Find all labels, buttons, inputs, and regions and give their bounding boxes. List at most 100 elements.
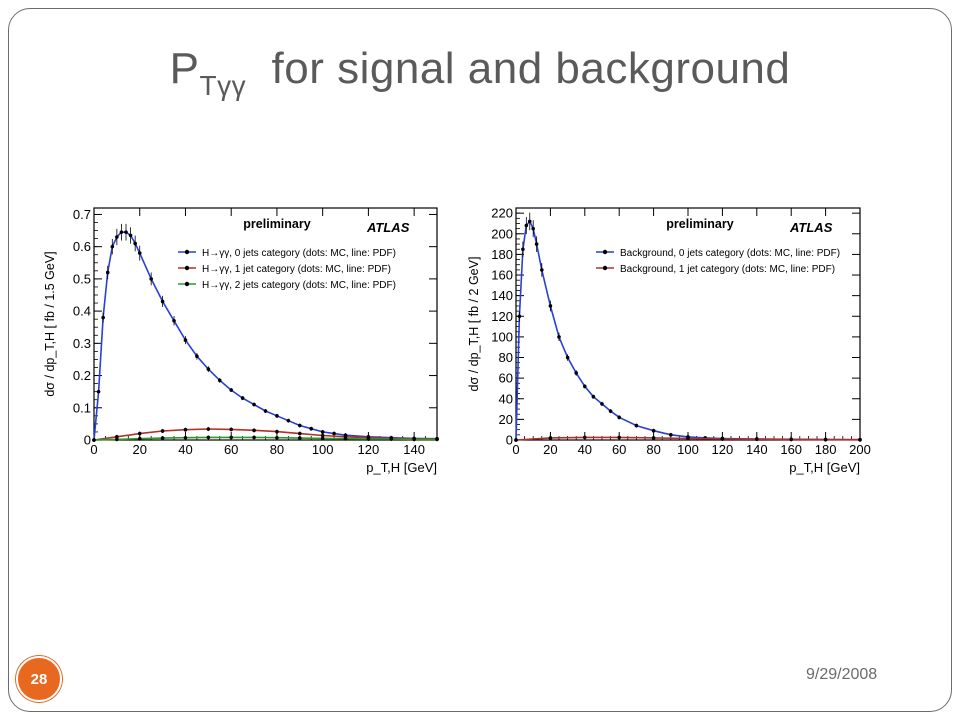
- x-axis-label: p_T,H [GeV]: [789, 460, 860, 475]
- data-point: [160, 429, 165, 433]
- data-point: [137, 436, 142, 441]
- y-tick-label: 0: [84, 433, 91, 448]
- data-point: [634, 423, 639, 428]
- data-point: [332, 431, 336, 436]
- legend-entry-1: Background, 0 jets category (dots: MC, l…: [620, 248, 840, 259]
- y-tick-label: 0.4: [73, 304, 91, 319]
- data-point: [583, 435, 587, 440]
- data-point: [229, 435, 233, 440]
- legend-marker: [602, 249, 608, 255]
- data-point: [298, 431, 302, 436]
- legend-entry-1: H→γγ, 0 jets category (dots: MC, line: P…: [202, 248, 396, 259]
- legend-entry-2: H→γγ, 1 jet category (dots: MC, line: PD…: [202, 264, 391, 275]
- data-point: [137, 251, 142, 255]
- title-subscript: Tγγ: [199, 70, 247, 101]
- data-point: [412, 437, 416, 442]
- data-point: [252, 428, 256, 433]
- y-tick-label: 220: [491, 206, 513, 221]
- data-point: [128, 233, 133, 238]
- data-point: [686, 436, 690, 441]
- y-tick-label: 40: [499, 391, 513, 406]
- x-tick-label: 80: [646, 442, 660, 457]
- series-line-2: [93, 428, 438, 441]
- data-point: [531, 226, 535, 231]
- x-tick-label: 200: [849, 442, 871, 457]
- data-point: [534, 242, 539, 246]
- data-point: [517, 314, 522, 319]
- data-point: [133, 241, 137, 246]
- x-tick-label: 20: [543, 442, 557, 457]
- x-tick-label: 100: [312, 442, 334, 457]
- x-tick-label: 80: [270, 442, 284, 457]
- data-point: [389, 437, 394, 441]
- data-point: [229, 388, 233, 392]
- data-point: [195, 354, 199, 359]
- y-tick-label: 80: [499, 350, 513, 365]
- data-point: [206, 367, 211, 371]
- x-axis-label: p_T,H [GeV]: [366, 460, 437, 475]
- plot-frame: [515, 207, 861, 441]
- data-point: [514, 438, 518, 442]
- y-tick-label: 0.1: [73, 400, 91, 415]
- atlas-logo: ATLAS: [789, 220, 833, 235]
- data-point: [115, 437, 119, 442]
- data-point: [275, 435, 279, 440]
- data-point: [608, 409, 613, 413]
- y-tick-label: 120: [491, 309, 513, 324]
- data-point: [720, 437, 725, 441]
- background-plot: 0 20 40 60 80 100 120 140 160 180 200 0 20 40 60 80 100 1…: [467, 206, 871, 475]
- data-point: [149, 277, 153, 281]
- data-point: [105, 270, 110, 275]
- data-point: [217, 378, 222, 383]
- data-point: [343, 436, 348, 441]
- data-point: [755, 437, 759, 441]
- y-tick-label: 200: [491, 226, 513, 241]
- slide-number-badge: 28: [16, 656, 62, 702]
- data-point: [124, 230, 128, 234]
- data-point: [651, 436, 656, 440]
- y-tick-label: 0.7: [73, 207, 91, 222]
- data-point: [823, 437, 828, 442]
- data-point: [565, 355, 570, 360]
- data-point: [263, 409, 268, 413]
- data-point: [858, 437, 862, 442]
- y-tick-label: 140: [491, 288, 513, 303]
- data-point: [617, 415, 621, 420]
- x-tick-label: 120: [712, 442, 734, 457]
- legend-marker: [184, 249, 190, 255]
- title-rest: for signal and background: [271, 44, 791, 93]
- signal-plot: 0 20 40 60 80 100 120 140 0 0.1 0.2 0.3 0.4 0.5 0.6 0.7…: [43, 207, 439, 475]
- data-point: [137, 431, 142, 436]
- x-tick-label: 0: [90, 442, 97, 457]
- x-tick-label: 140: [746, 442, 768, 457]
- y-axis-label: dσ / dp_T,H [ fb / 1.5 GeV]: [43, 251, 57, 396]
- y-tick-label: 0.3: [73, 336, 91, 351]
- data-point: [115, 434, 119, 439]
- x-tick-label: 140: [403, 442, 425, 457]
- x-tick-label: 180: [815, 442, 837, 457]
- x-tick-label: 60: [224, 442, 238, 457]
- data-point: [240, 396, 245, 400]
- data-point: [110, 244, 115, 249]
- data-point: [275, 414, 279, 418]
- data-point: [92, 438, 96, 442]
- data-point: [298, 436, 302, 440]
- data-point: [548, 436, 553, 440]
- data-point: [600, 402, 604, 406]
- data-point: [320, 430, 325, 434]
- y-tick-label: 20: [499, 412, 513, 427]
- data-point: [320, 433, 325, 438]
- x-tick-label: 20: [132, 442, 146, 457]
- data-point: [617, 435, 621, 440]
- legend-marker: [184, 265, 190, 271]
- slide-number: 28: [30, 670, 48, 688]
- title-main: P: [169, 44, 200, 93]
- x-tick-label: 100: [677, 442, 699, 457]
- slide-date: 9/29/2008: [806, 666, 878, 683]
- data-point: [591, 394, 596, 399]
- y-tick-label: 160: [491, 268, 513, 283]
- data-point: [101, 315, 105, 320]
- y-tick-label: 180: [491, 247, 513, 262]
- data-point: [524, 223, 529, 228]
- data-point: [229, 427, 233, 432]
